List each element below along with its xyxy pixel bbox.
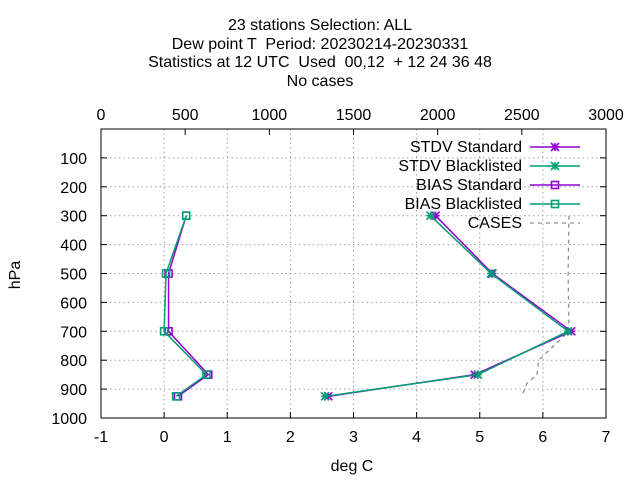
y-tick-label: 900 — [60, 382, 87, 399]
data-point — [486, 268, 496, 279]
legend: STDV Standard STDV Blacklisted BIAS Standa… — [398, 139, 580, 232]
series-line — [163, 215, 208, 397]
y-tick-label: 1000 — [51, 411, 87, 428]
legend-marker — [550, 199, 560, 209]
y-tick-label: 800 — [60, 353, 87, 370]
series-layer — [159, 211, 576, 401]
marker-square — [161, 269, 171, 278]
data-point — [202, 370, 211, 379]
y-tick-label: 400 — [60, 238, 87, 255]
x-tick-label: -1 — [94, 429, 108, 446]
plot-border — [100, 128, 607, 419]
legend-entry: BIAS Blacklisted — [405, 196, 580, 213]
series-line — [521, 215, 570, 397]
y-tick-label: 200 — [60, 180, 87, 197]
series-line — [167, 215, 210, 397]
axes: -1 0 1 2 3 4 5 6 7 0 500 1000 1500 2000 2500 3000 100 200… — [51, 107, 623, 446]
title-line-1: 23 stations Selection: ALL — [227, 17, 413, 34]
x-tick-label: 6 — [538, 429, 547, 446]
legend-entry: STDV Blacklisted — [398, 158, 580, 175]
x2-tick-label: 1000 — [252, 107, 288, 124]
data-point — [161, 269, 171, 278]
y-tick-label: 100 — [60, 151, 87, 168]
y-tick-label: 600 — [60, 295, 87, 312]
x2-tick-label: 0 — [97, 107, 106, 124]
data-point — [473, 370, 483, 380]
grid-lines — [101, 129, 606, 418]
marker-square — [159, 326, 169, 336]
legend-entry: BIAS Standard — [416, 177, 580, 194]
chart-title: 23 stations Selection: ALL Dew point T P… — [0, 17, 640, 91]
legend-marker — [550, 161, 560, 171]
x2-tick-label: 3000 — [588, 107, 624, 124]
title-line-4: No cases — [286, 72, 354, 90]
x-tick-label: 1 — [223, 429, 232, 446]
data-point — [425, 211, 436, 221]
legend-marker — [550, 142, 560, 152]
series-bias-blacklisted — [159, 211, 211, 401]
legend-label: STDV Standard — [410, 139, 522, 156]
x-tick-label: 0 — [160, 429, 169, 446]
legend-entry: STDV Standard — [410, 139, 580, 156]
title-line-3: Statistics at 12 UTC Used 00,12 + 12 24 … — [148, 54, 492, 72]
marker-square — [171, 392, 181, 401]
series-cases — [521, 215, 570, 397]
marker-square — [181, 211, 191, 220]
legend-label: CASES — [468, 215, 522, 232]
data-point — [181, 211, 191, 220]
legend-label: BIAS Blacklisted — [405, 196, 522, 213]
x2-tick-label: 2000 — [420, 107, 456, 124]
series-line — [324, 215, 570, 398]
x2-tick-label: 2500 — [504, 107, 540, 124]
data-point — [320, 391, 330, 401]
x-axis-label: deg C — [331, 458, 374, 475]
y-tick-label: 700 — [60, 324, 87, 341]
y-tick-label: 300 — [60, 209, 87, 226]
legend-entry: CASES — [468, 215, 580, 232]
x-tick-label: 4 — [412, 429, 421, 446]
marker-square — [550, 199, 560, 209]
y-axis-label: hPa — [7, 261, 24, 290]
y-tick-label: 500 — [60, 267, 87, 284]
legend-label: STDV Blacklisted — [398, 158, 522, 175]
data-point — [159, 326, 169, 336]
x-tick-label: 3 — [349, 429, 358, 446]
x2-tick-label: 500 — [172, 107, 199, 124]
marker-square — [550, 180, 560, 190]
data-point — [563, 326, 573, 336]
series-stdv-blacklisted — [320, 211, 573, 401]
x2-tick-label: 1500 — [336, 107, 372, 124]
x-tick-label: 7 — [602, 429, 611, 446]
x-tick-label: 2 — [286, 429, 295, 446]
legend-label: BIAS Standard — [416, 177, 522, 194]
x-tick-label: 5 — [475, 429, 484, 446]
title-line-2: Dew point T Period: 20230214-20230331 — [171, 35, 469, 53]
data-point — [171, 392, 181, 401]
legend-marker — [550, 180, 560, 190]
marker-square — [202, 370, 211, 379]
